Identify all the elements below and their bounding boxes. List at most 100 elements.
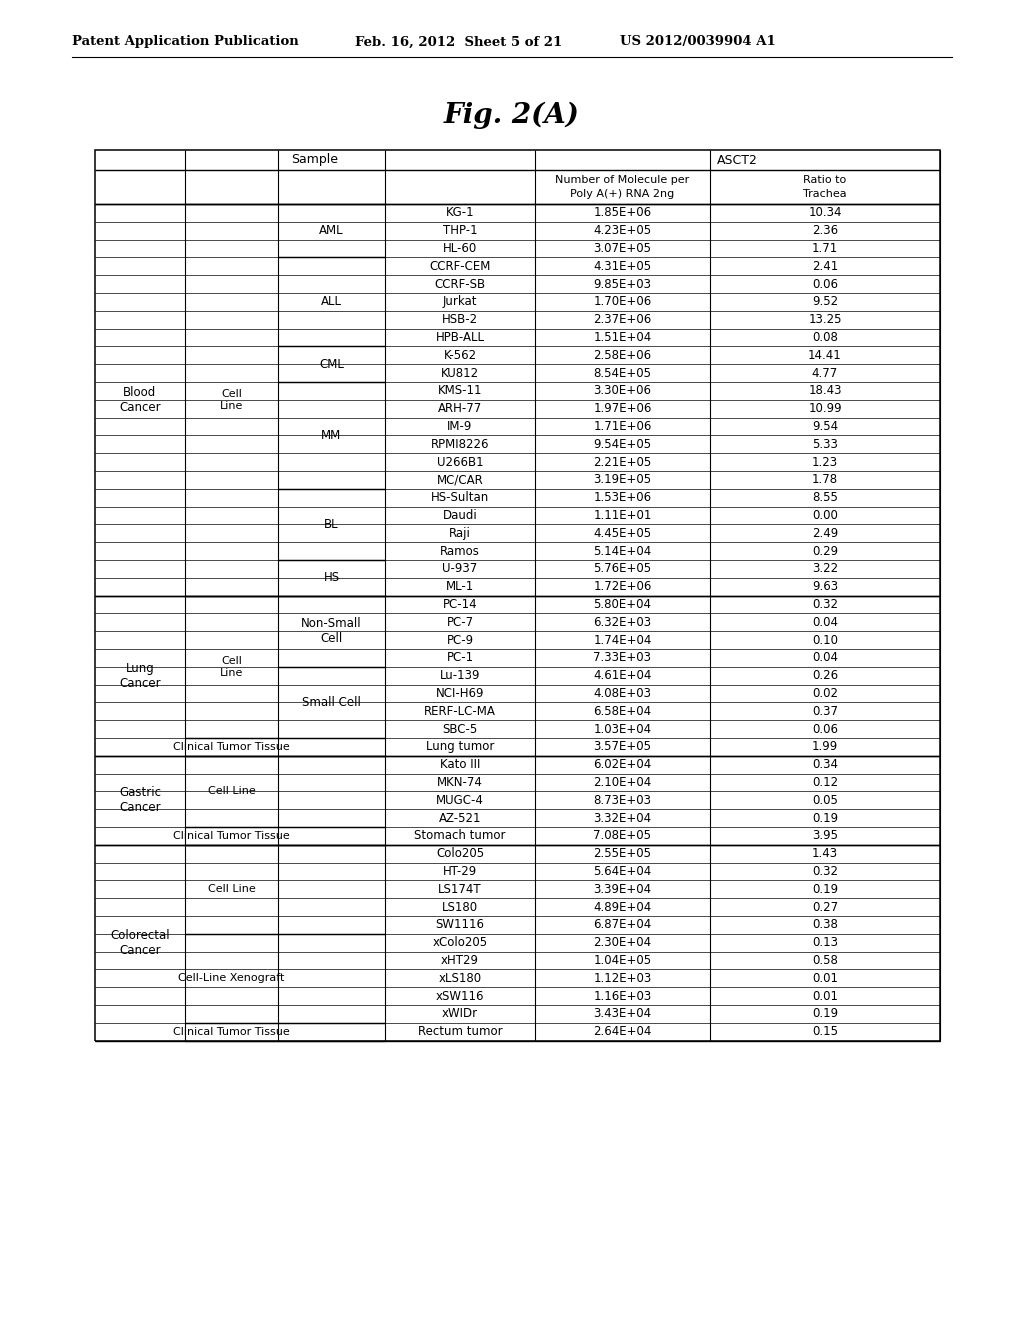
Text: 3.32E+04: 3.32E+04 <box>594 812 651 825</box>
Text: CCRF-SB: CCRF-SB <box>434 277 485 290</box>
Text: Ramos: Ramos <box>440 545 480 557</box>
Text: 0.37: 0.37 <box>812 705 838 718</box>
Text: 10.34: 10.34 <box>808 206 842 219</box>
Text: 14.41: 14.41 <box>808 348 842 362</box>
Text: Poly A(+) RNA 2ng: Poly A(+) RNA 2ng <box>570 189 675 199</box>
Text: Number of Molecule per: Number of Molecule per <box>555 176 689 185</box>
Text: 7.33E+03: 7.33E+03 <box>594 651 651 664</box>
Text: 2.49: 2.49 <box>812 527 838 540</box>
Text: 1.99: 1.99 <box>812 741 838 754</box>
Text: 0.12: 0.12 <box>812 776 838 789</box>
Text: 2.37E+06: 2.37E+06 <box>593 313 651 326</box>
Text: 18.43: 18.43 <box>808 384 842 397</box>
Text: 13.25: 13.25 <box>808 313 842 326</box>
Text: 0.02: 0.02 <box>812 686 838 700</box>
Text: 3.30E+06: 3.30E+06 <box>594 384 651 397</box>
Text: NCI-H69: NCI-H69 <box>436 686 484 700</box>
Text: 0.10: 0.10 <box>812 634 838 647</box>
Text: xColo205: xColo205 <box>432 936 487 949</box>
Text: Raji: Raji <box>450 527 471 540</box>
Text: xLS180: xLS180 <box>438 972 481 985</box>
Text: LS180: LS180 <box>442 900 478 913</box>
Text: 1.23: 1.23 <box>812 455 838 469</box>
Text: 0.19: 0.19 <box>812 1007 838 1020</box>
Text: 0.38: 0.38 <box>812 919 838 932</box>
Text: Trachea: Trachea <box>803 189 847 199</box>
Text: 1.16E+03: 1.16E+03 <box>593 990 651 1003</box>
Text: Feb. 16, 2012  Sheet 5 of 21: Feb. 16, 2012 Sheet 5 of 21 <box>355 36 562 49</box>
Text: 1.53E+06: 1.53E+06 <box>594 491 651 504</box>
Text: 8.54E+05: 8.54E+05 <box>594 367 651 380</box>
Text: 6.58E+04: 6.58E+04 <box>594 705 651 718</box>
Text: 0.04: 0.04 <box>812 651 838 664</box>
Text: LS174T: LS174T <box>438 883 482 896</box>
Text: MUGC-4: MUGC-4 <box>436 793 484 807</box>
Text: 3.19E+05: 3.19E+05 <box>594 474 651 486</box>
Text: 0.19: 0.19 <box>812 812 838 825</box>
Text: 1.03E+04: 1.03E+04 <box>594 722 651 735</box>
Text: HT-29: HT-29 <box>442 865 477 878</box>
Text: 0.19: 0.19 <box>812 883 838 896</box>
Text: Gastric
Cancer: Gastric Cancer <box>119 787 161 814</box>
Text: K-562: K-562 <box>443 348 476 362</box>
Text: CCRF-CEM: CCRF-CEM <box>429 260 490 273</box>
Text: 5.64E+04: 5.64E+04 <box>593 865 651 878</box>
Text: HS-Sultan: HS-Sultan <box>431 491 489 504</box>
Text: AZ-521: AZ-521 <box>438 812 481 825</box>
Text: 0.27: 0.27 <box>812 900 838 913</box>
Text: PC-9: PC-9 <box>446 634 473 647</box>
Text: 1.74E+04: 1.74E+04 <box>593 634 651 647</box>
Text: CML: CML <box>319 358 344 371</box>
Text: HPB-ALL: HPB-ALL <box>435 331 484 345</box>
Text: 2.55E+05: 2.55E+05 <box>594 847 651 861</box>
Text: 9.52: 9.52 <box>812 296 838 309</box>
Text: 2.58E+06: 2.58E+06 <box>594 348 651 362</box>
Text: 0.06: 0.06 <box>812 722 838 735</box>
Text: Cell Line: Cell Line <box>208 787 255 796</box>
Text: MKN-74: MKN-74 <box>437 776 483 789</box>
Text: 0.06: 0.06 <box>812 277 838 290</box>
Text: 5.33: 5.33 <box>812 438 838 451</box>
Text: Cell Line: Cell Line <box>208 884 255 895</box>
Text: Kato III: Kato III <box>440 758 480 771</box>
Text: Ratio to: Ratio to <box>804 176 847 185</box>
Text: 0.13: 0.13 <box>812 936 838 949</box>
Text: 4.61E+04: 4.61E+04 <box>593 669 651 682</box>
Text: 6.87E+04: 6.87E+04 <box>593 919 651 932</box>
Text: 2.41: 2.41 <box>812 260 838 273</box>
Text: Clinical Tumor Tissue: Clinical Tumor Tissue <box>173 742 290 752</box>
Text: THP-1: THP-1 <box>442 224 477 238</box>
Text: 0.08: 0.08 <box>812 331 838 345</box>
Text: 0.32: 0.32 <box>812 865 838 878</box>
Text: Small Cell: Small Cell <box>302 696 360 709</box>
Text: 0.34: 0.34 <box>812 758 838 771</box>
Text: 5.76E+05: 5.76E+05 <box>594 562 651 576</box>
Text: RERF-LC-MA: RERF-LC-MA <box>424 705 496 718</box>
Text: 3.07E+05: 3.07E+05 <box>594 242 651 255</box>
Text: HSB-2: HSB-2 <box>442 313 478 326</box>
Text: Patent Application Publication: Patent Application Publication <box>72 36 299 49</box>
Text: U266B1: U266B1 <box>436 455 483 469</box>
Text: 6.02E+04: 6.02E+04 <box>593 758 651 771</box>
Text: PC-1: PC-1 <box>446 651 473 664</box>
Text: 3.43E+04: 3.43E+04 <box>594 1007 651 1020</box>
Text: Jurkat: Jurkat <box>442 296 477 309</box>
Text: 1.71: 1.71 <box>812 242 838 255</box>
Text: Colorectal
Cancer: Colorectal Cancer <box>111 929 170 957</box>
Text: 0.26: 0.26 <box>812 669 838 682</box>
Text: 4.89E+04: 4.89E+04 <box>593 900 651 913</box>
Text: 8.73E+03: 8.73E+03 <box>594 793 651 807</box>
Text: Non-Small
Cell: Non-Small Cell <box>301 618 361 645</box>
Text: Cell-Line Xenograft: Cell-Line Xenograft <box>178 973 285 983</box>
Text: 9.54E+05: 9.54E+05 <box>594 438 651 451</box>
Text: Sample: Sample <box>292 153 339 166</box>
Text: 4.77: 4.77 <box>812 367 838 380</box>
Text: 9.54: 9.54 <box>812 420 838 433</box>
Text: MC/CAR: MC/CAR <box>436 474 483 486</box>
Text: 2.10E+04: 2.10E+04 <box>593 776 651 789</box>
Text: Clinical Tumor Tissue: Clinical Tumor Tissue <box>173 1027 290 1036</box>
Text: 0.29: 0.29 <box>812 545 838 557</box>
Text: 3.95: 3.95 <box>812 829 838 842</box>
Text: 4.08E+03: 4.08E+03 <box>594 686 651 700</box>
Text: Clinical Tumor Tissue: Clinical Tumor Tissue <box>173 830 290 841</box>
